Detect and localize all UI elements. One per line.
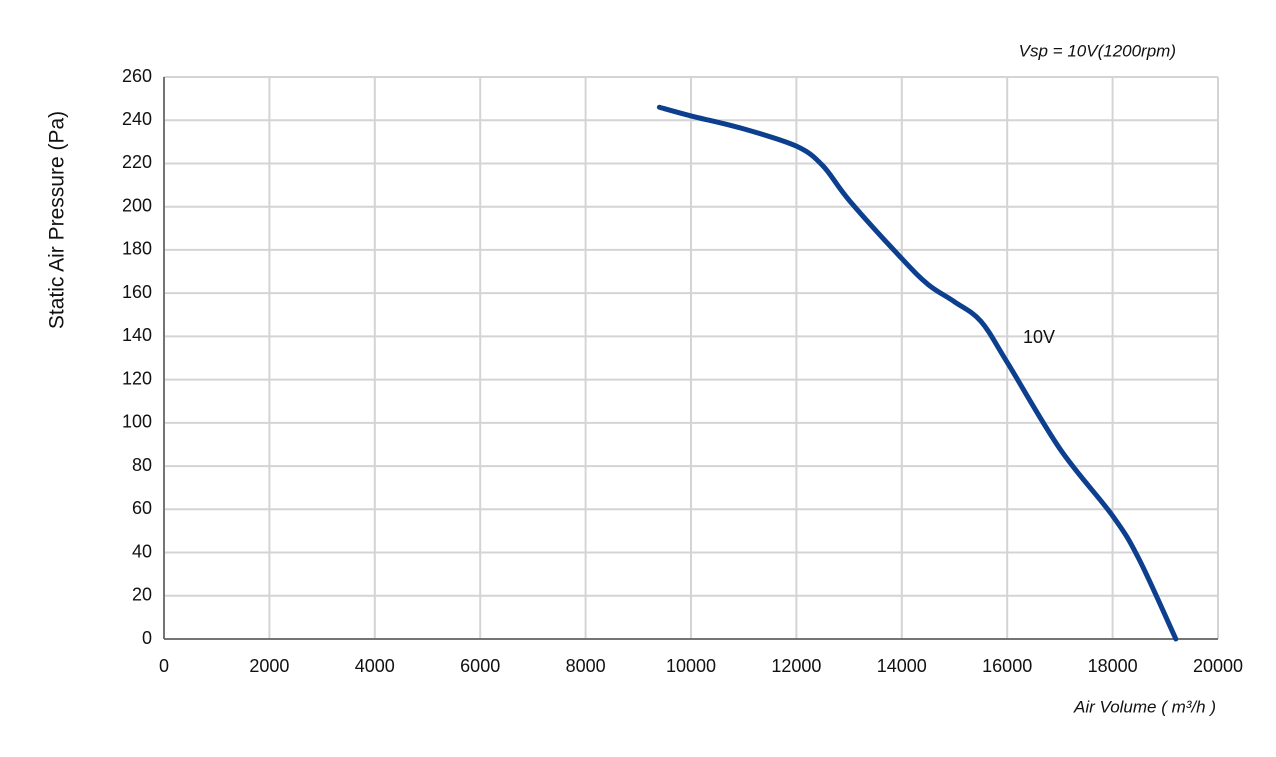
x-tick-label: 4000 [355,656,395,676]
y-tick-label: 20 [132,585,152,605]
chart-subtitle: Vsp = 10V(1200rpm) [1019,41,1176,60]
y-tick-label: 220 [122,152,152,172]
y-axis-label: Static Air Pressure (Pa) [46,111,69,329]
x-tick-label: 18000 [1088,656,1138,676]
x-tick-label: 12000 [771,656,821,676]
x-tick-label: 8000 [566,656,606,676]
x-tick-label: 20000 [1193,656,1243,676]
x-tick-label: 6000 [460,656,500,676]
x-tick-label: 0 [159,656,169,676]
y-tick-label: 160 [122,282,152,302]
series-label: 10V [1023,327,1055,347]
y-tick-label: 200 [122,195,152,215]
y-tick-label: 140 [122,325,152,345]
x-tick-label: 2000 [249,656,289,676]
y-tick-label: 260 [122,66,152,86]
x-tick-label: 10000 [666,656,716,676]
y-tick-label: 120 [122,368,152,388]
y-tick-label: 80 [132,455,152,475]
x-tick-label: 16000 [982,656,1032,676]
line-series [656,104,1179,642]
y-tick-label: 0 [142,628,152,648]
y-tick-label: 100 [122,412,152,432]
y-tick-label: 180 [122,239,152,259]
x-tick-label: 14000 [877,656,927,676]
y-tick-label: 60 [132,498,152,518]
y-tick-label: 240 [122,109,152,129]
x-axis-label: Air Volume ( m³/h ) [1073,697,1216,716]
y-tick-label: 40 [132,541,152,561]
